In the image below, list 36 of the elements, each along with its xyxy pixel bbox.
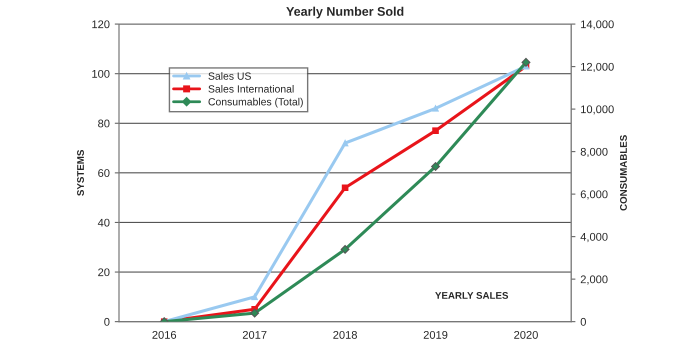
y-tick-label: 60 bbox=[98, 169, 110, 177]
point bbox=[251, 294, 258, 300]
x-tick-label: 2020 bbox=[514, 330, 538, 339]
y2-tick-label: 10,000 bbox=[581, 105, 614, 115]
point bbox=[432, 127, 439, 134]
y-tick-label: 80 bbox=[98, 120, 110, 128]
y-tick-label: 20 bbox=[98, 268, 110, 276]
y2-tick-label: 6,000 bbox=[580, 190, 608, 200]
y2-tick-label: 4,000 bbox=[580, 232, 608, 242]
y2-tick-label: 0 bbox=[580, 318, 586, 326]
y-tick-label: 120 bbox=[92, 20, 110, 28]
y-tick-label: 100 bbox=[92, 70, 110, 78]
legend-label: Sales International bbox=[208, 84, 294, 93]
point bbox=[342, 140, 348, 146]
x-tick-label: 2019 bbox=[424, 330, 448, 339]
y-tick-label: 40 bbox=[98, 218, 110, 227]
y2-tick-label: 8,000 bbox=[580, 148, 608, 158]
y2-axis-title: CONSUMABLES bbox=[620, 135, 627, 211]
y2-tick-label: 12,000 bbox=[581, 62, 614, 72]
x-axis-title: YEARLY SALES bbox=[435, 292, 508, 299]
chart-title: Yearly Number Sold bbox=[286, 6, 404, 18]
point bbox=[431, 162, 440, 171]
legend-label: Sales US bbox=[208, 72, 251, 80]
point bbox=[342, 184, 348, 192]
point bbox=[340, 244, 350, 254]
point bbox=[432, 105, 439, 112]
point bbox=[250, 308, 260, 318]
legend-label: Consumables (Total) bbox=[208, 98, 303, 108]
y2-tick-label: 2,000 bbox=[580, 275, 608, 285]
y-axis-title: SYSTEMS bbox=[77, 150, 84, 196]
x-tick-label: 2016 bbox=[152, 330, 176, 339]
y2-tick-label: 14,000 bbox=[581, 20, 614, 30]
y-tick-label: 0 bbox=[104, 318, 110, 326]
x-tick-label: 2018 bbox=[333, 330, 357, 339]
x-tick-label: 2017 bbox=[242, 330, 266, 339]
point bbox=[522, 58, 530, 67]
